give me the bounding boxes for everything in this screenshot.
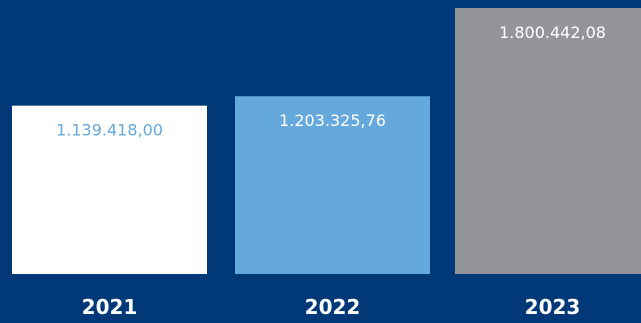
bar-2023 — [455, 8, 641, 274]
category-label-2021: 2021 — [82, 295, 138, 319]
value-labels-group: 1.139.418,00 1.203.325,76 1.800.442,08 — [56, 23, 606, 140]
category-label-2022: 2022 — [305, 295, 361, 319]
category-label-2023: 2023 — [525, 295, 581, 319]
bars-group — [12, 8, 641, 275]
value-label-2022: 1.203.325,76 — [279, 111, 386, 130]
bar-2021 — [12, 105, 207, 275]
bar-2022 — [235, 96, 430, 274]
value-label-2023: 1.800.442,08 — [499, 23, 606, 42]
category-labels-group: 2021 2022 2023 — [82, 295, 581, 319]
value-label-2021: 1.139.418,00 — [56, 121, 163, 140]
